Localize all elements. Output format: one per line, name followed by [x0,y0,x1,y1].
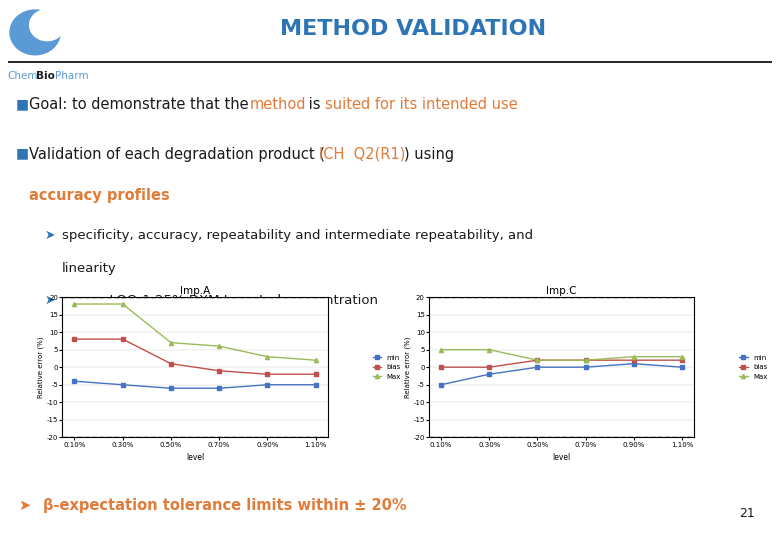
Text: ➤: ➤ [45,294,55,307]
Text: Validation of each degradation product (: Validation of each degradation product ( [30,147,325,161]
bias [678,357,687,363]
bias [263,371,272,377]
min [118,381,127,388]
Text: ➤: ➤ [19,498,30,513]
Text: ICH  Q2(R1): ICH Q2(R1) [320,147,406,161]
bias [581,357,590,363]
Text: ) using: ) using [404,147,454,161]
Y-axis label: Relative error (%): Relative error (%) [404,336,410,398]
bias [484,364,494,370]
Max [484,347,494,353]
Y-axis label: Relative error (%): Relative error (%) [37,336,44,398]
Max [678,353,687,360]
Line: bias: bias [73,337,317,376]
Text: METHOD VALIDATION: METHOD VALIDATION [280,18,547,38]
Text: ➤: ➤ [45,229,55,242]
Legend: min, bias, Max: min, bias, Max [736,352,771,382]
Text: Pharm: Pharm [55,71,88,80]
min [581,364,590,370]
Text: 21: 21 [739,507,755,520]
min [484,371,494,377]
min [166,385,176,392]
Max [581,357,590,363]
Circle shape [10,10,60,55]
Text: method: method [249,97,306,112]
bias [629,357,639,363]
Text: is: is [304,97,325,112]
Max [311,357,321,363]
Text: Chem: Chem [8,71,38,80]
Max [629,353,639,360]
bias [436,364,445,370]
bias [215,367,224,374]
min [215,385,224,392]
Title: Imp.C: Imp.C [546,286,577,296]
Legend: min, bias, Max: min, bias, Max [370,352,404,382]
Line: min: min [439,362,684,387]
Max [215,343,224,349]
bias [69,336,79,342]
Text: β-expectation tolerance limits within ± 20%: β-expectation tolerance limits within ± … [43,498,406,513]
X-axis label: level: level [552,453,571,462]
Title: Imp.A: Imp.A [180,286,210,296]
Line: Max: Max [439,348,684,362]
min [436,381,445,388]
min [263,381,272,388]
min [533,364,542,370]
Text: range: LOQ-1.25% DXM targeted concentration: range: LOQ-1.25% DXM targeted concentrat… [62,294,378,307]
Line: Max: Max [73,302,317,362]
min [311,381,321,388]
Max [166,339,176,346]
min [678,364,687,370]
Max [118,301,127,307]
Text: accuracy profiles: accuracy profiles [30,188,170,202]
Max [263,353,272,360]
bias [118,336,127,342]
Text: specificity, accuracy, repeatability and intermediate repeatability, and: specificity, accuracy, repeatability and… [62,229,533,242]
Line: bias: bias [439,358,684,369]
bias [533,357,542,363]
Max [69,301,79,307]
Text: ■: ■ [16,147,29,161]
Text: Bio: Bio [36,71,55,80]
Text: Goal: to demonstrate that the: Goal: to demonstrate that the [30,97,254,112]
bias [166,361,176,367]
Max [533,357,542,363]
Text: ■: ■ [16,97,29,111]
min [69,378,79,384]
X-axis label: level: level [186,453,204,462]
bias [311,371,321,377]
Line: min: min [73,379,317,390]
min [629,361,639,367]
Circle shape [30,10,65,40]
Text: linearity: linearity [62,261,116,274]
Text: suited for its intended use: suited for its intended use [325,97,518,112]
Max [436,347,445,353]
